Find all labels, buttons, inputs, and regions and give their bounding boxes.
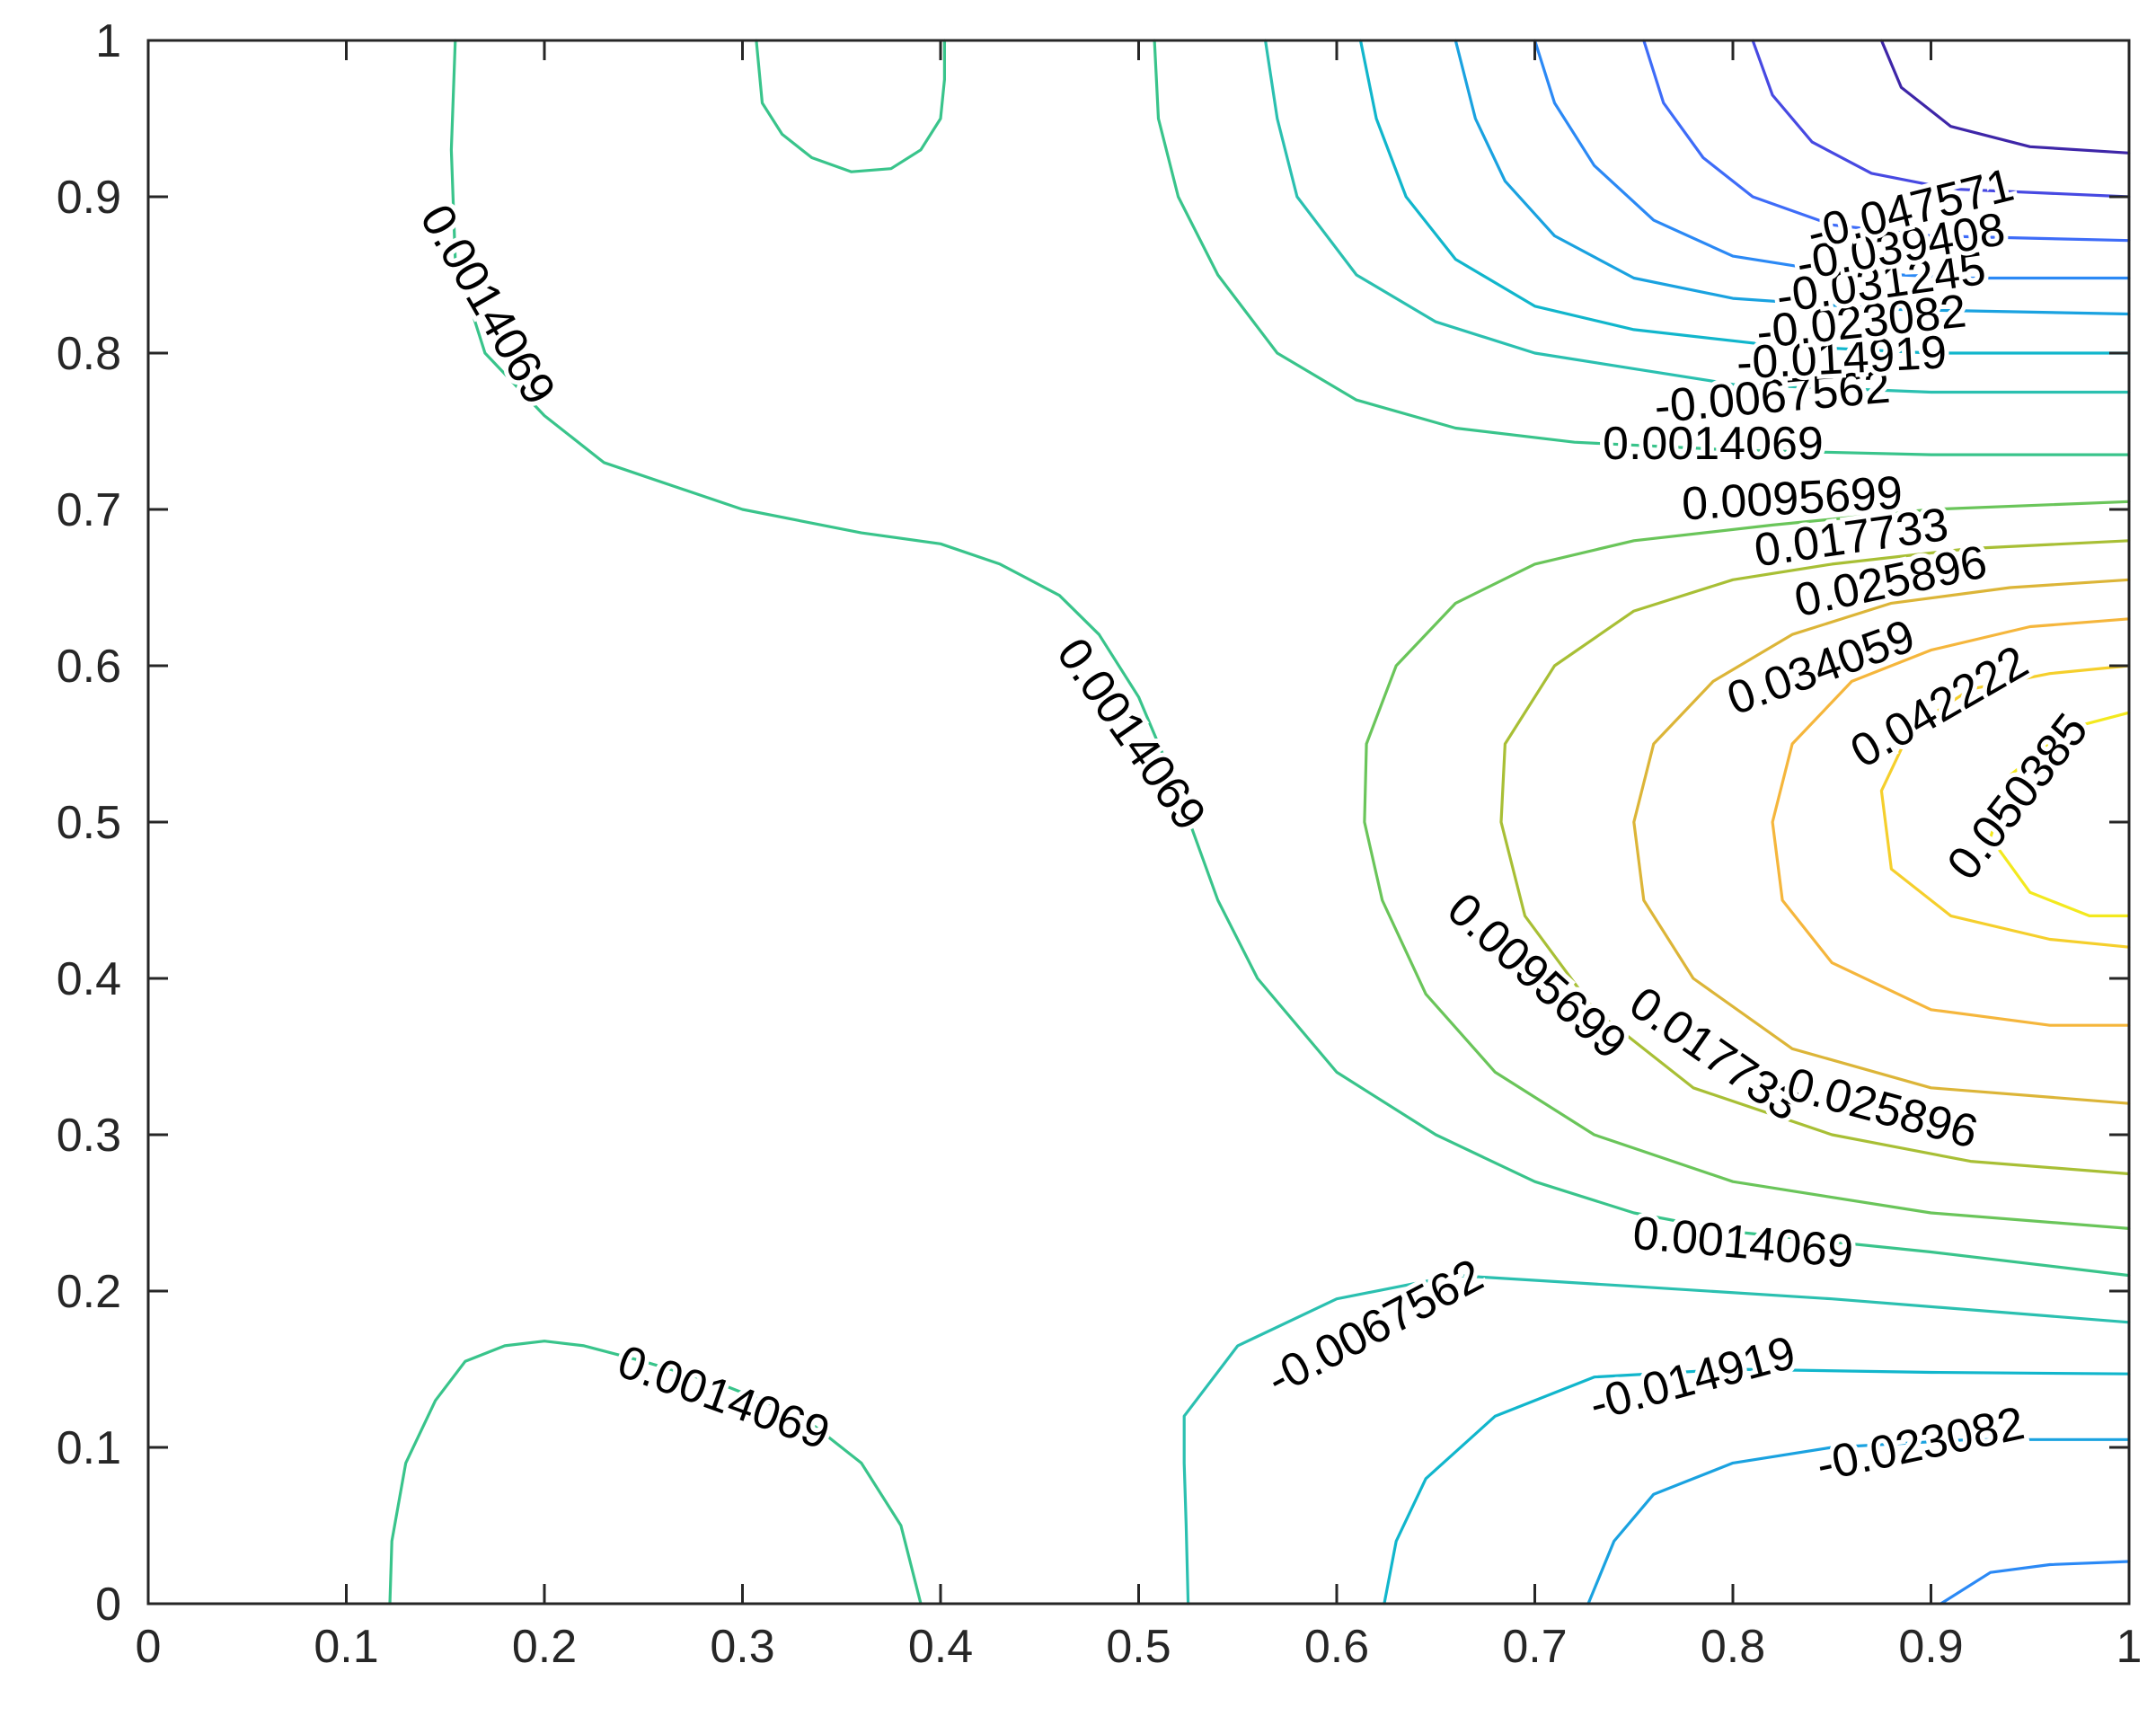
y-tick-label: 1 (95, 15, 121, 67)
contour-line (1182, 1274, 2131, 1606)
y-tick-label: 0.4 (57, 953, 121, 1005)
x-tick-label: 0.6 (1304, 1621, 1369, 1673)
y-tick-label: 0.9 (57, 172, 121, 224)
contour-line (1879, 39, 2131, 155)
x-tick-label: 0.8 (1701, 1621, 1765, 1673)
x-tick-label: 0.3 (710, 1621, 774, 1673)
y-tick-label: 0.2 (57, 1266, 121, 1318)
contour-lines (388, 39, 2131, 1606)
contour-line (1454, 39, 2131, 316)
contour-line (449, 39, 2131, 1278)
y-tick-label: 0.1 (57, 1422, 121, 1474)
x-tick-label: 0.2 (512, 1621, 577, 1673)
contour-line (1363, 500, 2131, 1230)
x-tick-label: 1 (2116, 1621, 2143, 1673)
plot-background (148, 40, 2129, 1604)
contour-line (1383, 1367, 2131, 1606)
contour-line (1879, 664, 2131, 949)
x-tick-label: 0.7 (1502, 1621, 1567, 1673)
contour-line (1264, 39, 2131, 394)
y-tick-label: 0.3 (57, 1110, 121, 1162)
y-tick-label: 0.7 (57, 484, 121, 536)
ticks: 0 0.1 0.2 0.3 0.4 0.5 0.6 0.7 0.8 0.9 1 0 0.1 0.2 0.3 0… (57, 15, 2143, 1673)
contour-line (1642, 39, 2131, 243)
x-tick-label: 0.5 (1106, 1621, 1171, 1673)
contour-line (1533, 39, 2131, 280)
contour-line (1586, 1438, 2131, 1606)
contour-line (1499, 539, 2131, 1176)
y-tick-label: 0.5 (57, 797, 121, 849)
contour-line (388, 1340, 923, 1606)
contour-line (1358, 39, 2131, 355)
contour-line (1989, 711, 2131, 917)
contour-line (1771, 617, 2131, 1027)
y-tick-label: 0.6 (57, 641, 121, 693)
x-tick-label: 0.1 (314, 1621, 378, 1673)
y-tick-label: 0.8 (57, 328, 121, 380)
contour-line (755, 39, 946, 173)
contour-label: 0.0014069 (1603, 418, 1824, 470)
contour-line (1751, 39, 2131, 199)
x-tick-label: 0 (136, 1621, 162, 1673)
contour-line (1632, 578, 2131, 1105)
contour-line (1153, 39, 2131, 456)
x-tick-label: 0.9 (1898, 1621, 1963, 1673)
x-tick-label: 0.4 (908, 1621, 973, 1673)
y-tick-label: 0 (95, 1579, 121, 1631)
contour-line (1939, 1560, 2131, 1606)
